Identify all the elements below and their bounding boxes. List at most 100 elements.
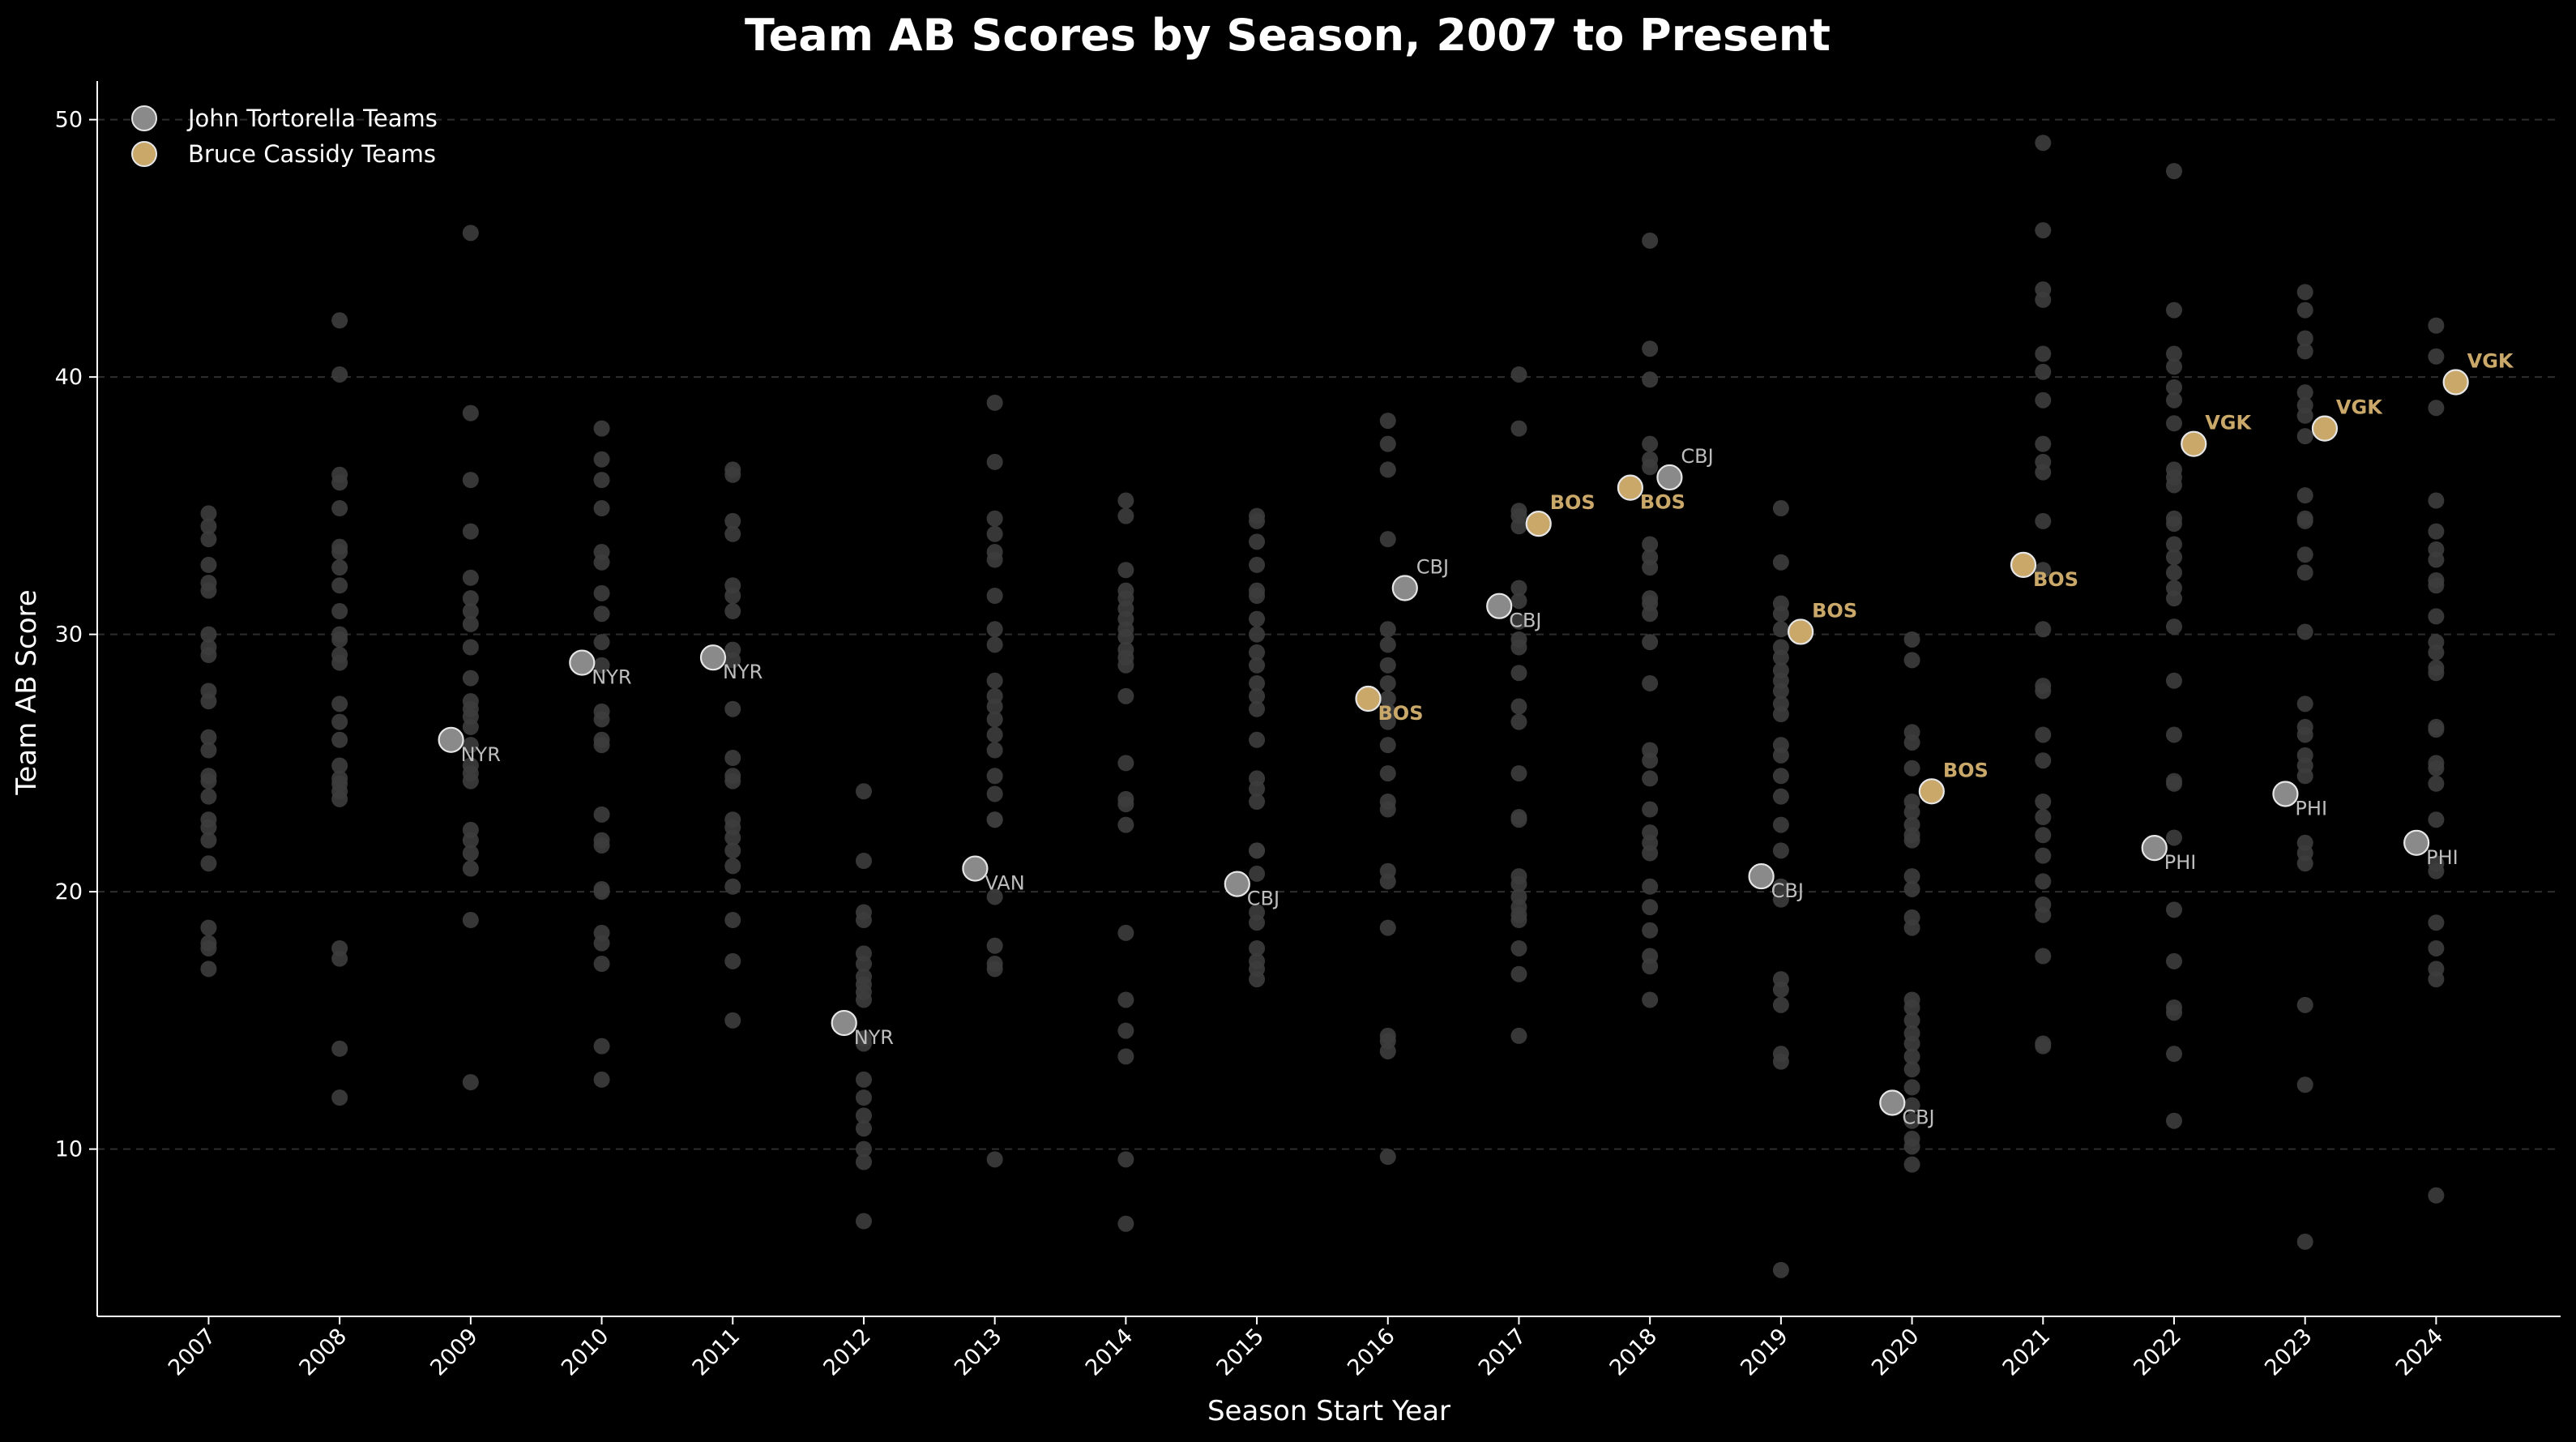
league-point [593, 806, 610, 823]
league-point [200, 582, 217, 599]
league-point [200, 518, 217, 535]
league-point [2296, 384, 2313, 401]
tortorella-label: CBJ [1902, 1106, 1934, 1128]
tortorella-label: CBJ [1416, 555, 1449, 578]
league-point [1117, 657, 1134, 674]
league-point [2296, 623, 2313, 640]
league-point [1772, 878, 1789, 895]
league-point [2035, 682, 2052, 700]
league-point [2165, 564, 2182, 581]
league-point [1903, 1079, 1920, 1096]
league-point [724, 700, 741, 717]
league-point [724, 1012, 741, 1029]
league-point [1117, 796, 1134, 813]
league-point [1642, 559, 1659, 576]
league-point [2296, 428, 2313, 445]
league-point [1772, 981, 1789, 998]
league-point [986, 937, 1003, 954]
league-point [1379, 691, 1396, 707]
league-point [1903, 1156, 1920, 1173]
league-point [855, 1140, 872, 1157]
league-point [331, 631, 348, 648]
league-point [1510, 713, 1527, 730]
tortorella-label: NYR [854, 1026, 894, 1049]
legend-label-cassidy: Bruce Cassidy Teams [188, 140, 436, 168]
league-point [724, 512, 741, 529]
cassidy-label: VGK [2205, 412, 2252, 434]
league-point [2296, 302, 2313, 319]
league-point [331, 559, 348, 576]
league-point [986, 698, 1003, 715]
league-point [1903, 1138, 1920, 1155]
league-point [1117, 1151, 1134, 1168]
y-ticks: 10 20 30 40 50 [55, 108, 97, 1162]
league-point [2428, 971, 2445, 988]
league-point [1510, 639, 1527, 656]
league-point [1903, 1061, 1920, 1078]
league-point [2296, 512, 2313, 529]
tortorella-point [1748, 862, 1775, 890]
league-point [724, 603, 741, 620]
league-point [1510, 765, 1527, 782]
league-point [855, 956, 872, 973]
league-point [462, 569, 479, 586]
league-point [1903, 832, 1920, 849]
league-point [1510, 875, 1527, 892]
league-point [986, 672, 1003, 689]
league-point [1903, 868, 1920, 885]
y-tick-label: 10 [55, 1137, 83, 1162]
league-point [1772, 1053, 1789, 1070]
league-point [1379, 435, 1396, 452]
league-point [1249, 533, 1266, 550]
league-point [2428, 760, 2445, 777]
league-point [200, 855, 217, 872]
league-point [2428, 608, 2445, 625]
cassidy-label: BOS [1378, 702, 1424, 725]
league-point [1772, 682, 1789, 700]
league-point [986, 551, 1003, 568]
league-point [2165, 901, 2182, 918]
league-point [1772, 996, 1789, 1013]
league-point [1772, 747, 1789, 764]
league-point [855, 1153, 872, 1170]
league-point [1772, 891, 1789, 908]
league-point [1379, 621, 1396, 638]
league-point [1249, 971, 1266, 988]
league-point [200, 832, 217, 849]
league-point [2035, 873, 2052, 890]
league-point [331, 1089, 348, 1106]
league-point [1117, 991, 1134, 1008]
league-point [2428, 721, 2445, 738]
league-point [1903, 803, 1920, 820]
tortorella-label: CBJ [1681, 445, 1713, 468]
league-point [1510, 965, 1527, 982]
league-point [1903, 631, 1920, 648]
league-point [724, 772, 741, 789]
league-point [724, 952, 741, 969]
league-point [1510, 366, 1527, 383]
tortorella-label: PHI [2426, 846, 2459, 869]
league-point [2035, 794, 2052, 810]
league-point [331, 603, 348, 620]
league-point [593, 605, 610, 623]
league-point [2035, 621, 2052, 638]
league-point [331, 654, 348, 671]
league-point [462, 737, 479, 754]
league-point [2035, 847, 2052, 864]
league-point [331, 1040, 348, 1057]
league-point [200, 626, 217, 643]
league-point [1903, 919, 1920, 936]
league-point [1249, 674, 1266, 691]
league-point [1642, 958, 1659, 975]
league-point [331, 757, 348, 774]
league-point [331, 312, 348, 329]
league-point [462, 718, 479, 735]
league-point [2165, 516, 2182, 533]
league-point [462, 639, 479, 656]
league-point [1510, 420, 1527, 437]
league-point [855, 1120, 872, 1137]
league-point [593, 884, 610, 901]
league-point [2165, 1112, 2182, 1129]
tortorella-label: NYR [461, 743, 501, 766]
league-point [986, 588, 1003, 604]
